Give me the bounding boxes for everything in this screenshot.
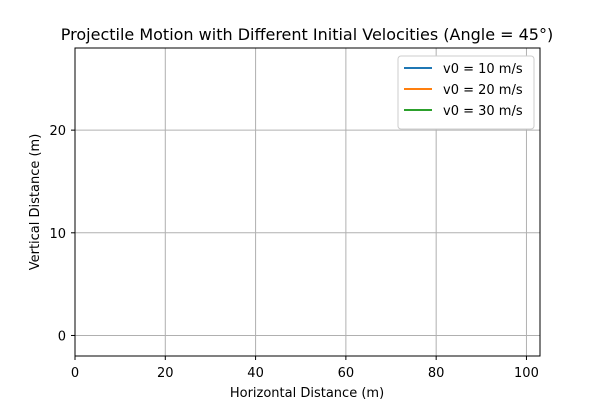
x-tick-label: 40 [247, 366, 264, 381]
chart-title: Projectile Motion with Different Initial… [61, 25, 553, 44]
y-tick-label: 20 [49, 124, 66, 139]
axis-ticks: 0 20 40 60 80 100 0 10 20 [49, 124, 538, 381]
y-tick-label: 10 [49, 227, 66, 242]
legend: v0 = 10 m/s v0 = 20 m/s v0 = 30 m/s [397, 55, 535, 130]
legend-label: v0 = 20 m/s [443, 83, 523, 98]
plot-frame [74, 47, 541, 357]
grid [74, 48, 540, 356]
x-tick-label: 60 [338, 366, 355, 381]
x-tick-label: 80 [428, 366, 445, 381]
y-axis-label: Vertical Distance (m) [28, 134, 43, 271]
y-tick-label: 0 [58, 329, 66, 344]
x-axis-label: Horizontal Distance (m) [230, 386, 384, 400]
x-tick-label: 20 [157, 366, 174, 381]
legend-label: v0 = 10 m/s [443, 62, 523, 77]
legend-label: v0 = 30 m/s [443, 104, 523, 119]
x-tick-label: 0 [71, 366, 79, 381]
x-tick-label: 100 [514, 366, 539, 381]
